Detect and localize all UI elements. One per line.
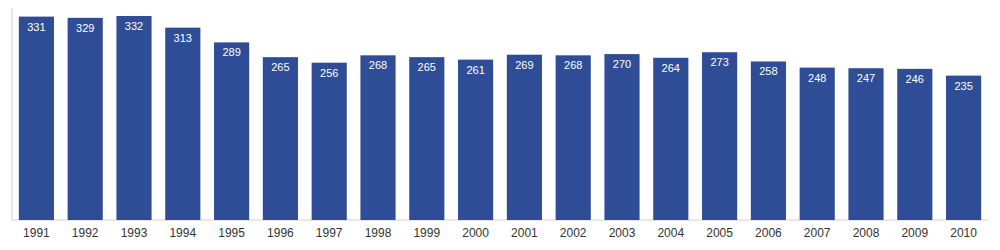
bar <box>409 57 444 220</box>
bar <box>312 63 347 220</box>
bar <box>604 54 639 220</box>
data-label: 332 <box>125 20 143 32</box>
x-tick-label: 1995 <box>218 226 245 240</box>
bar <box>19 17 54 220</box>
y-axis-line <box>12 8 13 220</box>
chart-svg: 331 329 332 313 289 265 256 268 265 261 269 268 270 2… <box>0 0 1000 250</box>
data-label: 329 <box>76 22 94 34</box>
bar <box>68 18 103 220</box>
x-tick-label: 2006 <box>755 226 782 240</box>
data-label: 268 <box>564 59 582 71</box>
x-axis-line <box>12 220 988 221</box>
bar <box>946 76 981 220</box>
bar <box>751 61 786 220</box>
x-tick-label: 1998 <box>365 226 392 240</box>
bar <box>897 69 932 220</box>
chart-container: 331 329 332 313 289 265 256 268 265 261 269 268 270 2… <box>0 0 1000 250</box>
bar <box>263 57 298 220</box>
x-tick-label: 1996 <box>267 226 294 240</box>
x-tick-label: 1991 <box>23 226 50 240</box>
bar <box>653 58 688 220</box>
data-label: 246 <box>906 73 924 85</box>
data-label: 265 <box>418 61 436 73</box>
data-label: 289 <box>222 46 240 58</box>
x-tick-label: 1992 <box>72 226 99 240</box>
bar <box>165 28 200 220</box>
x-tick-label: 1994 <box>169 226 196 240</box>
x-tick-label: 2005 <box>706 226 733 240</box>
bar <box>360 55 395 220</box>
bar <box>800 68 835 220</box>
data-label: 248 <box>808 72 826 84</box>
data-label: 235 <box>954 80 972 92</box>
data-label: 258 <box>759 65 777 77</box>
bars <box>19 16 981 220</box>
x-tick-label: 2004 <box>657 226 684 240</box>
x-tick-label: 1999 <box>413 226 440 240</box>
data-label: 247 <box>857 72 875 84</box>
x-tick-labels: 1991 1992 1993 1994 1995 1996 1997 1998 1999 2000… <box>23 226 977 240</box>
data-label: 313 <box>174 32 192 44</box>
bar <box>702 52 737 220</box>
bar <box>507 55 542 220</box>
x-tick-label: 2001 <box>511 226 538 240</box>
x-tick-label: 2002 <box>560 226 587 240</box>
bar <box>556 55 591 220</box>
data-label: 261 <box>466 64 484 76</box>
bar <box>848 68 883 220</box>
data-labels: 331 329 332 313 289 265 256 268 265 261 269 268 270 2… <box>27 20 973 92</box>
x-tick-label: 1993 <box>121 226 148 240</box>
data-label: 269 <box>515 59 533 71</box>
data-label: 268 <box>369 59 387 71</box>
x-tick-label: 2003 <box>609 226 636 240</box>
x-tick-label: 2010 <box>950 226 977 240</box>
x-tick-label: 2008 <box>853 226 880 240</box>
data-label: 256 <box>320 67 338 79</box>
data-label: 273 <box>710 56 728 68</box>
data-label: 264 <box>662 62 680 74</box>
x-tick-label: 1997 <box>316 226 343 240</box>
data-label: 270 <box>613 58 631 70</box>
bar <box>116 16 151 220</box>
data-label: 331 <box>27 21 45 33</box>
x-tick-label: 2000 <box>462 226 489 240</box>
bar <box>458 60 493 220</box>
x-tick-label: 2007 <box>804 226 831 240</box>
bar <box>214 42 249 220</box>
x-tick-label: 2009 <box>901 226 928 240</box>
data-label: 265 <box>271 61 289 73</box>
